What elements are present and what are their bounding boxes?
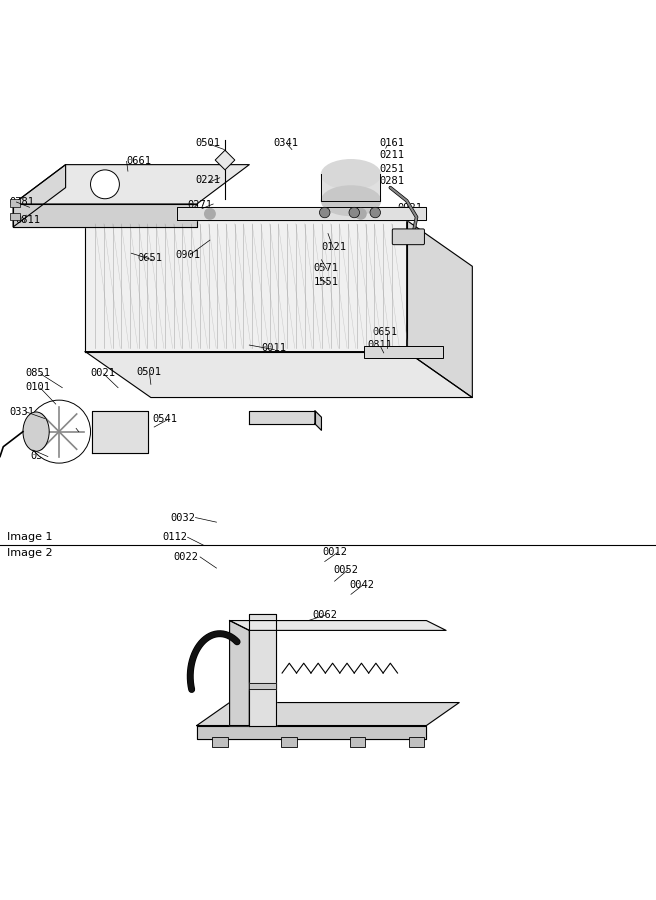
Text: 0161: 0161	[379, 138, 404, 148]
Polygon shape	[249, 683, 276, 689]
Text: 0501: 0501	[195, 138, 220, 148]
Polygon shape	[315, 410, 321, 430]
Circle shape	[349, 207, 359, 218]
Text: 0811: 0811	[367, 340, 392, 350]
Text: 0022: 0022	[173, 552, 198, 562]
Text: Image 2: Image 2	[7, 548, 52, 558]
Polygon shape	[85, 352, 472, 398]
Ellipse shape	[321, 159, 380, 189]
Circle shape	[319, 207, 330, 218]
Polygon shape	[215, 150, 235, 170]
Text: 0661: 0661	[127, 156, 152, 166]
Polygon shape	[13, 165, 249, 204]
Ellipse shape	[321, 186, 380, 215]
Text: 0851: 0851	[25, 367, 50, 378]
Ellipse shape	[23, 412, 49, 451]
Bar	[350, 737, 365, 746]
Bar	[281, 737, 297, 746]
Text: 0651: 0651	[372, 327, 397, 337]
Polygon shape	[197, 703, 459, 725]
Polygon shape	[249, 410, 315, 424]
Text: 0012: 0012	[323, 547, 348, 557]
Text: 0221: 0221	[195, 175, 220, 184]
Text: 0301: 0301	[62, 423, 87, 434]
Text: 0211: 0211	[379, 150, 404, 160]
Text: 0651: 0651	[138, 254, 163, 264]
Text: 0042: 0042	[349, 580, 374, 590]
Text: 0331: 0331	[9, 407, 34, 417]
Text: Image 1: Image 1	[7, 532, 52, 542]
Polygon shape	[92, 410, 148, 454]
Text: 0781: 0781	[9, 197, 34, 207]
Text: 0101: 0101	[25, 382, 50, 392]
Text: 0112: 0112	[163, 532, 188, 542]
FancyBboxPatch shape	[392, 229, 424, 245]
Text: 1551: 1551	[314, 277, 338, 287]
Text: 0062: 0062	[312, 610, 337, 620]
Text: 0811: 0811	[16, 215, 41, 225]
Polygon shape	[249, 614, 276, 725]
Text: 0501: 0501	[30, 451, 55, 461]
Polygon shape	[230, 621, 249, 725]
Circle shape	[205, 209, 215, 219]
Polygon shape	[13, 204, 197, 227]
Bar	[409, 737, 424, 746]
Text: 0341: 0341	[273, 138, 298, 148]
Bar	[364, 346, 443, 358]
Text: 0251: 0251	[379, 164, 404, 174]
Text: 0281: 0281	[379, 176, 404, 186]
Circle shape	[28, 400, 91, 464]
Text: 0571: 0571	[314, 263, 338, 273]
Polygon shape	[13, 165, 66, 227]
Circle shape	[91, 170, 119, 199]
Text: 0501: 0501	[136, 367, 161, 377]
Text: 0921: 0921	[397, 202, 422, 213]
Bar	[10, 200, 20, 207]
Text: 0011: 0011	[261, 343, 286, 354]
Text: 0271: 0271	[188, 201, 213, 211]
Text: 0032: 0032	[171, 513, 195, 523]
Polygon shape	[407, 220, 472, 398]
Circle shape	[356, 209, 366, 219]
Text: 0021: 0021	[91, 367, 115, 378]
Text: 0121: 0121	[321, 241, 346, 252]
Text: 0901: 0901	[176, 249, 201, 259]
Text: 0052: 0052	[333, 565, 358, 575]
Text: 0541: 0541	[152, 414, 177, 424]
Polygon shape	[197, 725, 426, 739]
Bar	[212, 737, 228, 746]
Polygon shape	[85, 220, 407, 352]
Circle shape	[370, 207, 380, 218]
Polygon shape	[321, 175, 380, 201]
Polygon shape	[177, 207, 426, 220]
Bar	[10, 212, 20, 220]
Polygon shape	[230, 621, 446, 630]
